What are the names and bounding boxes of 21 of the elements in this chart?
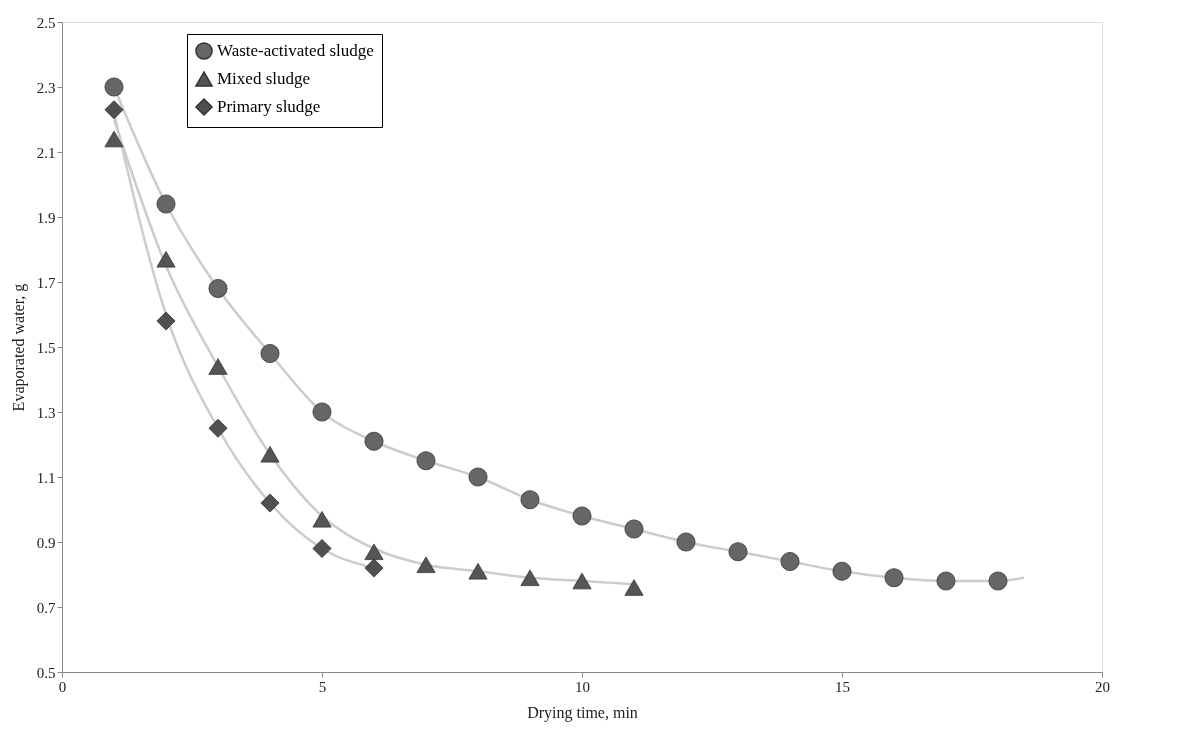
- y-tick-label: 0.9: [36, 534, 56, 551]
- x-tick-label: 20: [1095, 678, 1110, 695]
- y-tick-label: 1.3: [36, 404, 56, 421]
- y-tick-label: 2.3: [36, 79, 56, 96]
- y-tick-label: 1.9: [36, 209, 56, 226]
- y-tick-label: 2.5: [36, 14, 56, 31]
- x-tick-label: 10: [575, 678, 590, 695]
- x-tick-label: 0: [58, 678, 67, 695]
- legend-label: Mixed sludge: [217, 69, 311, 88]
- x-tick-label: 5: [318, 678, 327, 695]
- x-tick-label: 15: [835, 678, 850, 695]
- legend-label: Waste-activated sludge: [217, 41, 374, 60]
- y-tick-label: 1.7: [36, 274, 56, 291]
- x-axis-title: Drying time, min: [527, 703, 638, 722]
- y-tick-label: 1.5: [36, 339, 56, 356]
- y-tick-label: 0.7: [36, 599, 56, 616]
- y-tick-label: 0.5: [36, 664, 56, 681]
- legend-label: Primary sludge: [217, 97, 321, 116]
- y-axis-title: Evaporated water, g: [9, 283, 28, 412]
- y-tick-label: 2.1: [36, 144, 56, 161]
- y-tick-label: 1.1: [36, 469, 56, 486]
